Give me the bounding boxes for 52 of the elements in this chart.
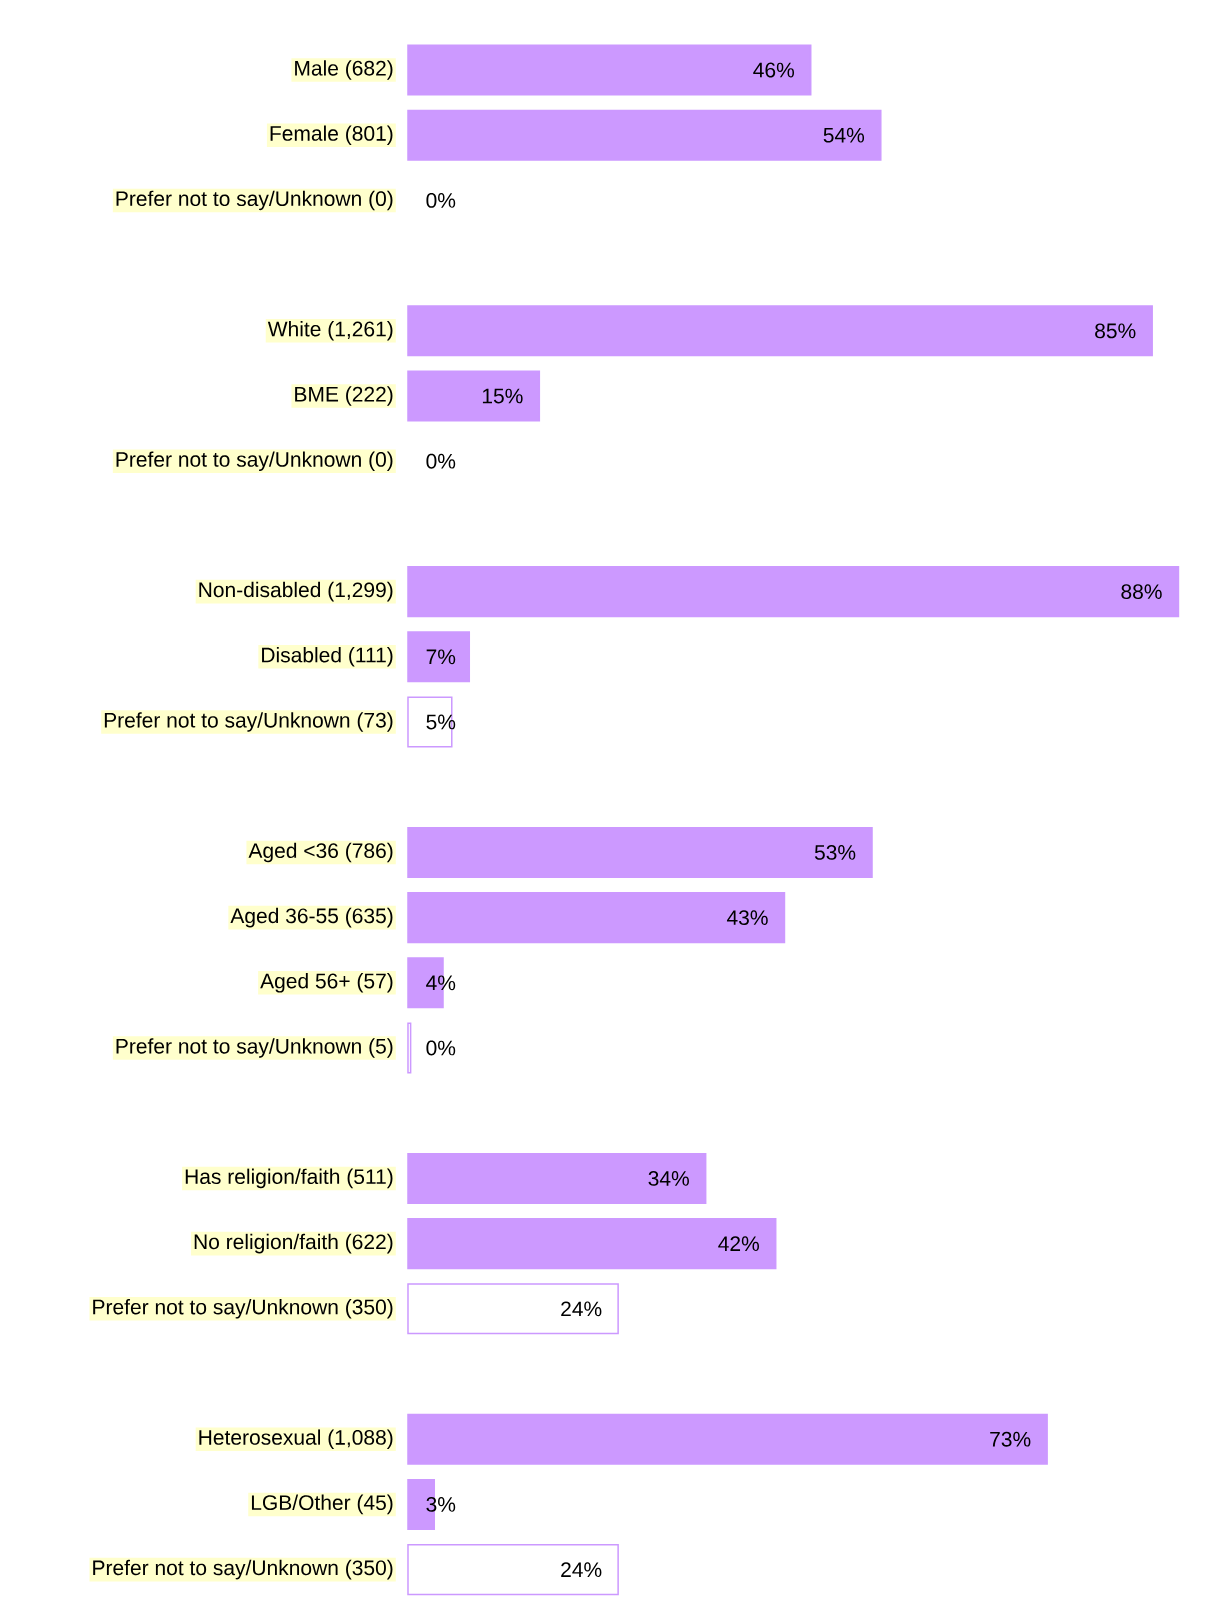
data-label: 3% — [426, 1496, 456, 1512]
bar — [407, 1022, 412, 1074]
y-tick-label: Heterosexual (1,088) — [199, 1429, 393, 1449]
bar — [407, 631, 470, 683]
data-label: 24% — [561, 1562, 602, 1577]
data-label: 4% — [426, 975, 456, 991]
y-tick-label: Has religion/faith (511) — [185, 1168, 393, 1189]
data-label: 5% — [426, 714, 456, 730]
data-label: 7% — [426, 649, 456, 665]
bar — [407, 1218, 777, 1270]
data-label: 43% — [726, 910, 768, 926]
data-label: 15% — [482, 388, 523, 404]
data-label: 24% — [561, 1301, 602, 1317]
data-label: 0% — [426, 193, 456, 208]
y-tick-label: Aged <36 (786) — [248, 842, 393, 863]
bar — [407, 566, 1180, 618]
y-tick-label: Aged 56+ (57) — [260, 973, 393, 993]
bar — [407, 1152, 707, 1204]
y-tick-label: Non-disabled (1,299) — [199, 581, 393, 602]
data-label: 73% — [990, 1431, 1031, 1447]
data-label: 88% — [1121, 584, 1162, 600]
y-tick-label: BME (222) — [295, 386, 393, 406]
data-label: 54% — [823, 127, 865, 143]
bar — [407, 1413, 1048, 1465]
y-tick-label: Prefer not to say/Unknown (0) — [116, 190, 393, 211]
y-tick-label: Prefer not to say/Unknown (0) — [116, 451, 393, 472]
y-tick-label: Prefer not to say/Unknown (350) — [93, 1559, 393, 1580]
y-tick-label: Disabled (111) — [262, 647, 393, 667]
y-tick-label: Aged 36-55 (635) — [230, 907, 393, 928]
data-label: 53% — [814, 844, 856, 860]
data-label: 42% — [718, 1236, 759, 1252]
bar — [407, 370, 541, 422]
data-label: 85% — [1095, 323, 1136, 339]
bar — [407, 44, 812, 96]
y-tick-label: Prefer not to say/Unknown (350) — [93, 1299, 393, 1319]
data-label: 0% — [426, 1040, 456, 1056]
bar — [407, 305, 1153, 357]
y-tick-label: No religion/faith (622) — [194, 1233, 393, 1254]
y-tick-label: LGB/Other (45) — [251, 1494, 393, 1515]
y-tick-label: Prefer not to say/Unknown (5) — [116, 1038, 393, 1058]
data-label: 46% — [753, 62, 794, 78]
data-label: 34% — [648, 1170, 689, 1186]
y-tick-label: White (1,261) — [267, 321, 393, 341]
bar — [407, 892, 786, 944]
y-tick-label: Prefer not to say/Unknown (73) — [104, 712, 393, 732]
y-tick-label: Female (801) — [270, 125, 393, 146]
bar — [407, 826, 873, 878]
data-label: 0% — [426, 453, 456, 469]
y-tick-label: Male (682) — [295, 60, 393, 80]
bar — [407, 1283, 619, 1335]
bar — [407, 1544, 619, 1596]
bar — [407, 109, 882, 161]
